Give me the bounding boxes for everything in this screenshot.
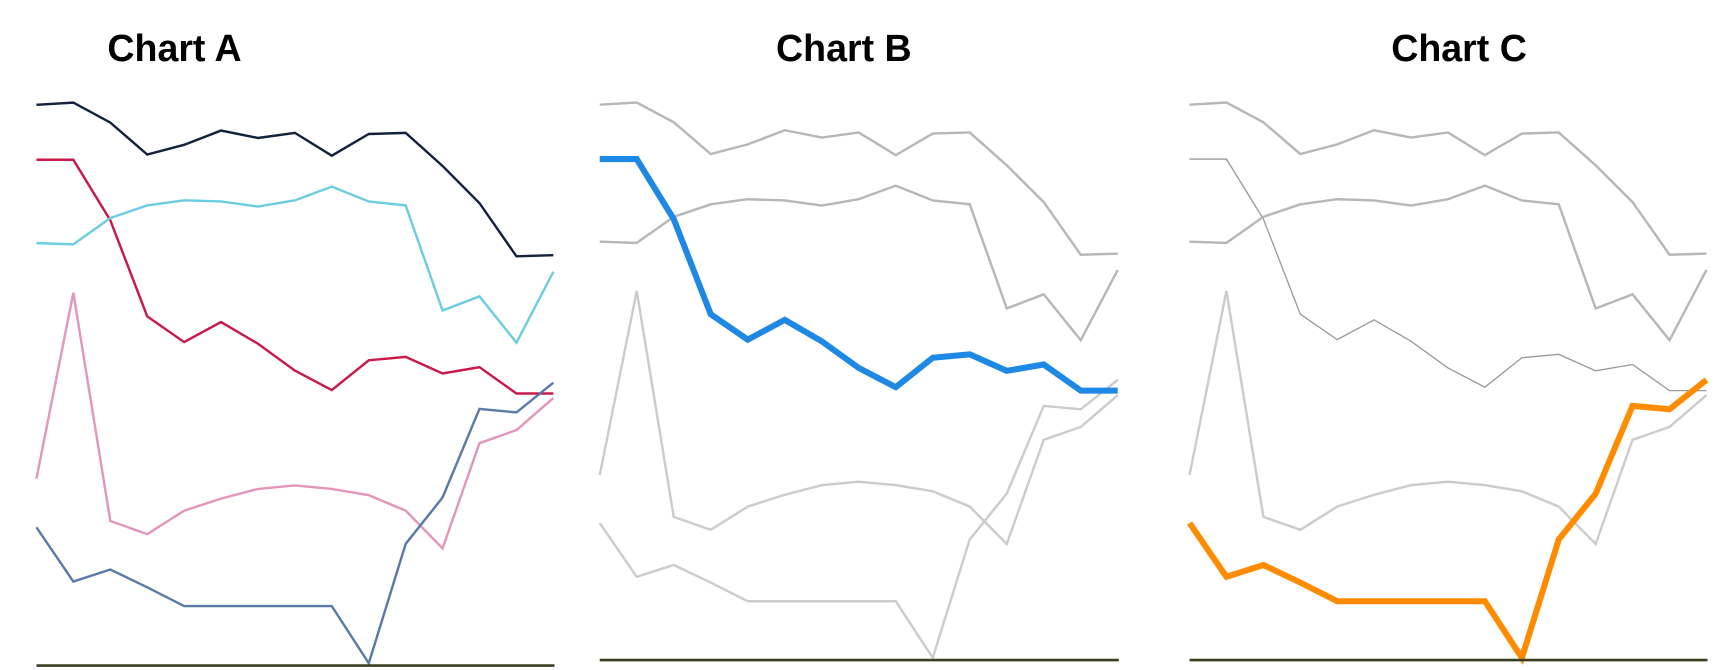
series-line-cyan (36, 185, 555, 345)
chart-b-plot (598, 101, 1119, 661)
chart-b: Chart B (598, 27, 1119, 662)
chart-b-title: Chart B (776, 27, 912, 69)
chart-a: Chart A (35, 27, 555, 667)
series-line-cyan (1189, 184, 1708, 343)
series-line-navy (36, 101, 554, 258)
series-line-navy (1189, 101, 1707, 256)
series-line-crimson (36, 158, 554, 395)
series-line-slate (598, 378, 1119, 661)
series-line-pink (1188, 290, 1708, 547)
series-line-slate (35, 381, 555, 667)
series-line-cyan (599, 184, 1119, 343)
chart-a-plot (35, 101, 555, 667)
chart-c-plot (1187, 101, 1709, 665)
chart-c-title: Chart C (1391, 27, 1527, 69)
series-line-slate (1187, 377, 1709, 665)
chart-a-title: Chart A (107, 27, 241, 69)
series-line-crimson (1189, 158, 1707, 392)
series-line-crimson (599, 156, 1118, 394)
series-line-pink (35, 292, 555, 551)
chart-c: Chart C (1187, 27, 1709, 665)
series-line-pink (598, 290, 1119, 547)
series-line-navy (599, 101, 1118, 256)
